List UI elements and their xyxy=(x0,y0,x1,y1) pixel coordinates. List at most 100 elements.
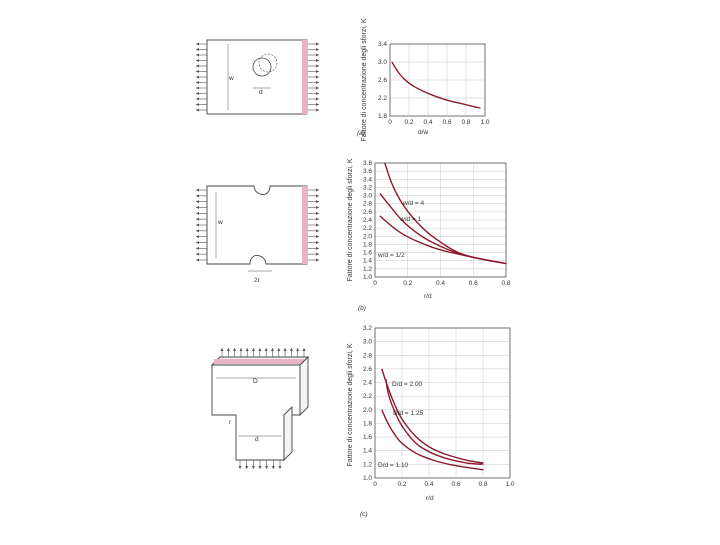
dim-label-w-a: w xyxy=(228,75,234,82)
x-tick-label: 0.6 xyxy=(442,119,451,126)
series-label-b-2: w/d = 1/2 xyxy=(377,252,405,259)
x-ticks-b: 0 0.2 0.4 0.6 0.8 xyxy=(373,280,511,287)
y-tick-label: 1.0 xyxy=(363,274,372,281)
load-arrow-head xyxy=(316,246,319,250)
plot-frame-b xyxy=(374,162,507,278)
y-tick-label: 2.8 xyxy=(363,352,372,359)
dim-label-d-a: d xyxy=(259,89,263,96)
y-tick-label: 2.4 xyxy=(363,217,372,224)
load-arrow-head xyxy=(239,348,243,351)
hole-a xyxy=(252,57,272,77)
y-tick-label: 2.4 xyxy=(363,380,372,387)
y-tick-label: 3.4 xyxy=(378,41,387,48)
dim-label-r-c: r xyxy=(229,419,232,426)
load-arrow-head xyxy=(196,75,199,79)
load-arrow-head xyxy=(252,348,256,351)
load-arrow-head xyxy=(196,217,199,221)
load-arrow-head xyxy=(316,252,319,256)
load-arrow-head xyxy=(316,70,319,73)
caption-b: (b) xyxy=(358,305,366,312)
y-tick-label: 1.6 xyxy=(363,250,372,257)
x-tick-label: 0.4 xyxy=(423,119,432,126)
x-tick-label: 0.4 xyxy=(424,481,433,488)
series-line-c-2 xyxy=(381,409,484,471)
x-tick-label: 0.4 xyxy=(436,280,445,287)
load-arrow-head xyxy=(302,348,306,351)
x-tick-label: 0 xyxy=(373,280,377,287)
y-tick-label: 3.0 xyxy=(363,193,372,200)
series-line-b-2 xyxy=(379,215,507,265)
y-axis-label-b: Fattore di concentrazione degli sforzi, … xyxy=(347,158,354,281)
load-arrow-head xyxy=(289,348,293,351)
load-arrow-head xyxy=(196,194,199,198)
load-arrow-head xyxy=(196,108,199,112)
x-tick-label: 0.8 xyxy=(501,280,510,287)
load-arrow-head xyxy=(196,53,199,57)
load-arrow-head xyxy=(316,235,319,239)
stress-region-c xyxy=(214,359,304,364)
load-arrow-head xyxy=(316,97,319,101)
y-tick-label: 2.2 xyxy=(363,225,372,232)
load-arrow-head xyxy=(316,48,319,51)
series-c xyxy=(381,368,484,471)
load-arrow-head xyxy=(196,103,199,106)
y-tick-label: 2.2 xyxy=(378,95,387,102)
y-tick-label: 2.6 xyxy=(378,77,387,84)
load-arrow-head xyxy=(196,42,199,46)
y-tick-label: 3.0 xyxy=(363,339,372,346)
stress-region-b xyxy=(302,186,308,264)
load-arrow-head xyxy=(316,223,319,227)
side-face-c xyxy=(299,355,309,417)
load-arrow-head xyxy=(196,258,199,262)
hole-a-deformed xyxy=(258,53,278,73)
load-arrow-head xyxy=(271,466,275,469)
load-arrow-head xyxy=(316,258,319,262)
load-arrow-head xyxy=(196,64,199,68)
y-tick-label: 3.6 xyxy=(363,168,372,175)
load-arrow-head xyxy=(277,348,281,351)
y-tick-label: 1.6 xyxy=(363,434,372,441)
load-arrow-head xyxy=(316,108,319,112)
load-arrow-head xyxy=(316,200,319,204)
load-arrow-head xyxy=(196,235,199,239)
chart-b: 1.01.21.41.61.82.02.22.42.62.83.03.23.43… xyxy=(347,158,511,312)
plot-frame-c xyxy=(374,327,511,479)
x-axis-label-b: r/d xyxy=(424,293,432,300)
series-line-c-1 xyxy=(385,378,484,466)
load-arrow-head xyxy=(196,59,199,62)
plot-frame-a xyxy=(389,43,486,117)
load-arrow-head xyxy=(316,194,319,198)
series-line-c-0 xyxy=(381,368,484,464)
load-arrow-head xyxy=(316,59,319,62)
load-arrow-head xyxy=(316,81,319,84)
load-arrow-head xyxy=(316,188,319,192)
load-arrow-head xyxy=(316,53,319,57)
caption-a: (a) xyxy=(357,130,365,137)
x-tick-label: 0.8 xyxy=(478,481,487,488)
y-tick-label: 2.6 xyxy=(363,366,372,373)
dim-label-w-b: w xyxy=(217,219,223,226)
load-arrow-head xyxy=(196,223,199,227)
load-arrow-head xyxy=(220,348,224,351)
chart-a: 1.8 2.2 2.6 3.0 3.4 0 0.2 0.4 0.6 0.8 1.0 Fattore… xyxy=(357,18,490,141)
y-tick-label: 1.2 xyxy=(363,461,372,468)
y-tick-label: 1.8 xyxy=(363,241,372,248)
x-tick-label: 1.0 xyxy=(480,119,489,126)
load-arrow-head xyxy=(278,466,282,469)
load-arrows-left-a xyxy=(196,42,207,112)
load-arrows-bottom-c xyxy=(238,460,282,469)
y-tick-label: 3.8 xyxy=(363,160,372,167)
x-tick-label: 1.0 xyxy=(505,481,514,488)
x-ticks-a: 0 0.2 0.4 0.6 0.8 1.0 xyxy=(388,119,490,126)
load-arrow-head xyxy=(316,229,319,233)
load-arrow-head xyxy=(196,48,199,51)
load-arrow-head xyxy=(196,206,199,209)
load-arrow-head xyxy=(196,70,199,73)
load-arrow-head xyxy=(258,348,262,351)
series-line-a-0 xyxy=(391,61,481,109)
y-tick-label: 1.0 xyxy=(363,475,372,482)
load-arrow-head xyxy=(196,200,199,204)
series-b xyxy=(379,162,507,265)
x-ticks-c: 0 0.2 0.4 0.6 0.8 1.0 xyxy=(373,481,515,488)
load-arrow-head xyxy=(258,466,262,469)
